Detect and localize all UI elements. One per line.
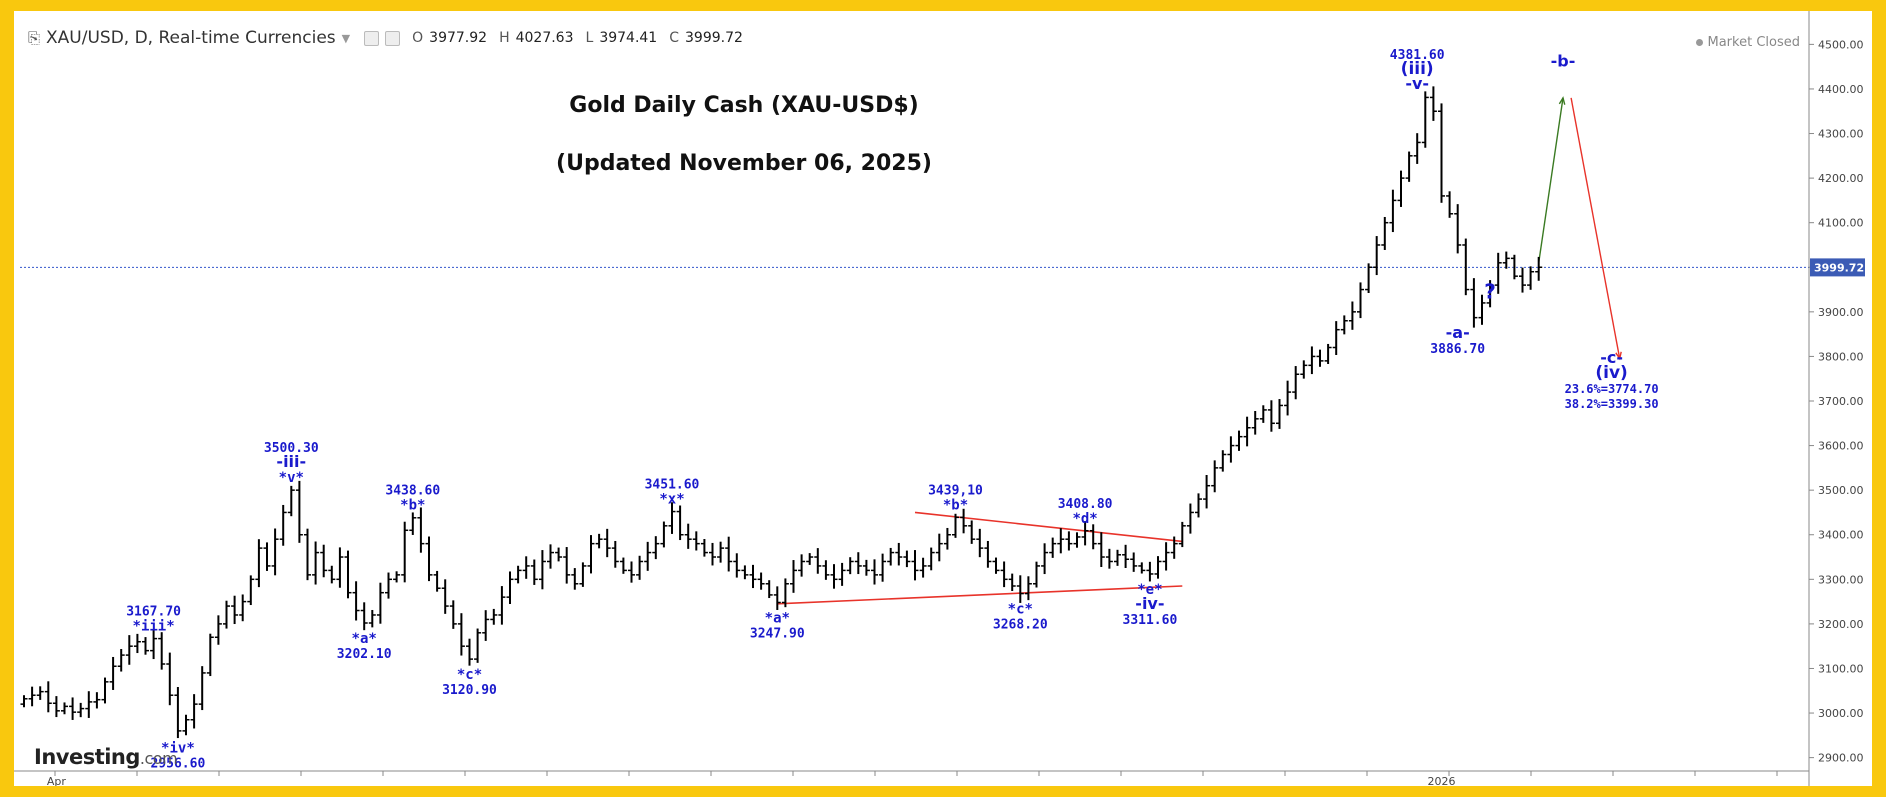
wave-label: *e* xyxy=(1137,582,1162,598)
trend-lines xyxy=(777,96,1622,605)
wave-label: 3268.20 xyxy=(993,617,1048,632)
wave-label: *c* xyxy=(1008,601,1033,617)
wave-label: -c- xyxy=(1600,348,1623,367)
close-label: C xyxy=(669,30,679,46)
triangle-trendline xyxy=(914,511,1183,543)
logo-name: Investing xyxy=(34,745,140,769)
price-chart[interactable]: Apr 2026 3167.70*iii**iv*2956.603500.30-i… xyxy=(14,11,1872,786)
price-tick-label: 4500.00 xyxy=(1818,38,1864,51)
wave-label: *x* xyxy=(659,492,684,508)
wave-label: -b- xyxy=(1551,52,1576,71)
wave-label: 3408.80 xyxy=(1058,497,1113,512)
low-label: L xyxy=(585,30,594,46)
price-tick-label: 2900.00 xyxy=(1818,752,1864,765)
wave-label: 3202.10 xyxy=(337,647,392,662)
wave-label: 2956.60 xyxy=(151,756,206,771)
chevron-down-icon[interactable]: ▼ xyxy=(341,31,351,45)
wave-label: (iv) xyxy=(1595,363,1627,383)
price-tick-label: 3300.00 xyxy=(1818,573,1864,586)
price-tick-label: 3600.00 xyxy=(1818,440,1864,453)
market-status: Market Closed xyxy=(1695,35,1801,50)
wave-label: 3438.60 xyxy=(385,484,440,499)
ohlc-bars xyxy=(20,86,1543,739)
wave-label: 3886.70 xyxy=(1430,342,1485,357)
x-axis: Apr 2026 xyxy=(14,770,1809,786)
wave-labels: 3167.70*iii* *iv*2956.60 3500.30-iii-*v* *a… xyxy=(126,48,1658,771)
time-tick-label: Apr xyxy=(47,775,67,786)
chart-toolbar: ⎘ XAU/USD, D, Real-time Currencies ▼ O 39… xyxy=(28,25,743,51)
logo-domain: .com xyxy=(139,749,178,768)
low-value: 3974.41 xyxy=(599,30,658,46)
last-price-label: 3999.72 xyxy=(1814,261,1864,274)
price-tick-label: 4200.00 xyxy=(1818,172,1864,185)
price-tick-label: 3000.00 xyxy=(1818,707,1864,720)
open-label: O xyxy=(412,30,424,46)
last-price-badge xyxy=(1810,258,1865,277)
price-tick-label: 3800.00 xyxy=(1818,350,1864,363)
wave-label: 3247.90 xyxy=(750,627,805,642)
settings-icon[interactable] xyxy=(364,30,380,46)
price-tick-label: 4300.00 xyxy=(1818,128,1864,141)
wave-label: 3439,10 xyxy=(928,483,983,498)
wave-label: 3451.60 xyxy=(645,478,700,493)
price-tick-label: 4400.00 xyxy=(1818,83,1864,96)
wave-label: 23.6%=3774.70 xyxy=(1565,382,1659,396)
price-tick-label: 3900.00 xyxy=(1818,306,1864,319)
price-tick-label: 3500.00 xyxy=(1818,484,1864,497)
wave-label: (iii) xyxy=(1401,59,1434,79)
wave-label: *a* xyxy=(765,611,790,627)
price-tick-label: 4100.00 xyxy=(1818,217,1864,230)
projection-arrowhead xyxy=(1615,351,1622,361)
projection-arrow xyxy=(1570,97,1621,359)
wave-label: *c* xyxy=(457,667,482,683)
wave-label: *b* xyxy=(400,498,425,514)
wave-label: *b* xyxy=(943,497,968,513)
status-dot-icon xyxy=(1695,39,1703,46)
chart-title: Gold Daily Cash (XAU-USD$) xyxy=(569,93,919,118)
wave-label: -iv- xyxy=(1135,594,1164,613)
wave-label: ? xyxy=(1484,279,1496,303)
wave-label: *iii* xyxy=(133,618,175,634)
high-label: H xyxy=(499,30,510,46)
wave-label: 38.2%=3399.30 xyxy=(1565,397,1659,411)
price-axis[interactable]: 2900.00 3000.00 3100.00 3200.00 3300.00 3400.… xyxy=(1808,11,1865,786)
wave-label: 4381.60 xyxy=(1390,48,1445,63)
close-value: 3999.72 xyxy=(685,30,743,46)
wave-label: -a- xyxy=(1446,323,1470,342)
remove-icon[interactable] xyxy=(385,30,401,46)
wave-label: *d* xyxy=(1072,511,1097,527)
price-tick-label: 3400.00 xyxy=(1818,529,1864,542)
compare-icon[interactable]: ⎘ xyxy=(28,29,41,47)
wave-label: *iv* xyxy=(161,740,195,756)
triangle-trendline xyxy=(777,585,1183,605)
wave-label: 3167.70 xyxy=(126,604,181,619)
investing-logo[interactable]: Investing.com xyxy=(34,745,178,769)
wave-label: *v* xyxy=(279,470,304,486)
wave-label: -iii- xyxy=(276,452,306,471)
projection-arrow xyxy=(1538,97,1564,263)
price-tick-label: 3200.00 xyxy=(1818,618,1864,631)
symbol-label[interactable]: XAU/USD, D, Real-time Currencies xyxy=(46,28,336,48)
open-value: 3977.92 xyxy=(429,30,488,46)
time-tick-label: 2026 xyxy=(1428,775,1456,786)
high-value: 4027.63 xyxy=(515,30,574,46)
wave-label: -v- xyxy=(1405,74,1429,93)
price-tick-label: 3700.00 xyxy=(1818,395,1864,408)
wave-label: *a* xyxy=(352,631,377,647)
wave-label: 3500.30 xyxy=(264,441,319,456)
chart-frame: Apr 2026 3167.70 *iii* *iv* 2956.60 3500.30 -i… xyxy=(14,11,1872,786)
wave-label: 3120.90 xyxy=(442,683,497,698)
wave-label: 3311.60 xyxy=(1123,613,1178,628)
market-status-text: Market Closed xyxy=(1707,35,1801,50)
chart-subtitle: (Updated November 06, 2025) xyxy=(556,151,932,176)
projection-arrowhead xyxy=(1558,96,1566,105)
price-tick-label: 3100.00 xyxy=(1818,662,1864,675)
